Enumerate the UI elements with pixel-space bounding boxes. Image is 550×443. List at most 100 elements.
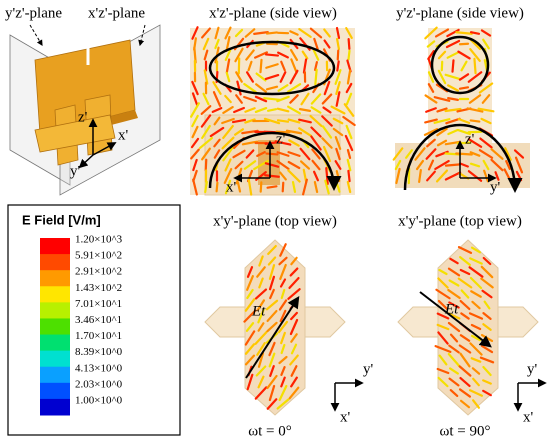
- field-arrow: [457, 129, 471, 135]
- field-arrow: [483, 300, 491, 310]
- field-arrow: [201, 27, 211, 39]
- field-arrow: [458, 73, 470, 81]
- field-arrow: [190, 102, 200, 118]
- field-arrow: [279, 71, 287, 83]
- field-arrow: [445, 117, 461, 125]
- field-arrow: [335, 91, 341, 107]
- field-arrow: [448, 344, 460, 354]
- field-arrow: [460, 289, 470, 299]
- field-arrow: [334, 69, 342, 85]
- field-arrow: [280, 60, 286, 72]
- field-arrow: [276, 119, 290, 123]
- field-arrow: [469, 257, 483, 265]
- field-arrow: [244, 330, 256, 346]
- field-arrow: [191, 125, 199, 139]
- field-arrow: [313, 37, 319, 51]
- field-arrow: [222, 124, 234, 140]
- field-arrow: [447, 84, 459, 92]
- field-arrow: [336, 60, 340, 72]
- field-arrow: [479, 137, 493, 149]
- field-arrow: [290, 343, 298, 355]
- plane-label: x'z'-plane: [88, 5, 145, 21]
- field-arrow: [192, 158, 198, 172]
- field-arrow: [247, 60, 253, 72]
- legend: E Field [V/m] 1.20×10^3 5.91×10^2 2.91×10^…: [7, 204, 181, 436]
- field-arrow: [257, 375, 265, 389]
- field-arrow: [287, 118, 301, 124]
- field-arrow: [482, 379, 492, 385]
- legend-label: 1.43×10^2: [75, 282, 122, 294]
- axis-label: y': [363, 361, 374, 377]
- field-arrow: [473, 57, 477, 75]
- field-arrow: [244, 28, 256, 38]
- field-arrow: [287, 151, 301, 157]
- field-arrow: [245, 149, 255, 159]
- field-arrow: [244, 354, 256, 366]
- field-arrow: [301, 50, 309, 60]
- field-arrow: [214, 26, 220, 40]
- field-arrow: [330, 105, 346, 115]
- field-arrow: [299, 147, 311, 161]
- field-arrow: [234, 47, 244, 63]
- field-arrow: [469, 162, 481, 168]
- field-arrow: [423, 128, 439, 136]
- field-arrow: [222, 146, 234, 162]
- legend-label: 5.91×10^2: [75, 250, 122, 262]
- field-arrow: [309, 27, 323, 39]
- field-arrow: [458, 42, 470, 46]
- field-arrow: [235, 71, 243, 83]
- field-arrow: [447, 288, 461, 300]
- field-arrow: [276, 95, 290, 103]
- axis-label: x': [226, 179, 237, 195]
- field-arrow: [280, 331, 286, 345]
- field-arrow: [323, 80, 331, 96]
- field-arrow: [457, 277, 473, 289]
- field-arrow: [257, 322, 265, 332]
- legend-swatch: [40, 382, 70, 400]
- field-arrow: [332, 127, 344, 137]
- field-arrow: [436, 367, 450, 375]
- legend-swatch: [40, 334, 70, 352]
- field-arrow: [203, 49, 209, 61]
- field-arrow: [202, 92, 210, 106]
- field-arrow: [279, 171, 287, 181]
- field-arrow: [334, 136, 342, 150]
- field-arrow: [444, 73, 462, 81]
- field-arrow: [278, 256, 288, 266]
- field-arrow: [287, 105, 301, 115]
- field-arrow: [241, 140, 259, 146]
- circulation: [208, 35, 523, 379]
- field-arrow: [466, 107, 484, 113]
- field-arrow: [236, 181, 242, 193]
- field-arrow: [447, 267, 461, 277]
- field-arrow: [332, 117, 344, 125]
- legend-swatch: [40, 238, 70, 255]
- field-arrow: [468, 389, 484, 397]
- field-arrow: [255, 83, 267, 93]
- field-arrow: [504, 147, 512, 161]
- field-arrow: [469, 276, 483, 290]
- field-arrow: [455, 152, 473, 156]
- field-arrow: [224, 26, 232, 40]
- field-arrow: [285, 129, 303, 135]
- field-arrow: [209, 126, 225, 138]
- field-arrow: [298, 127, 312, 137]
- field-arrow: [472, 399, 480, 409]
- field-arrow: [299, 160, 311, 170]
- field-arrow: [200, 114, 212, 128]
- field-arrow: [277, 84, 289, 92]
- field-arrow: [231, 118, 247, 124]
- legend-title: E Field [V/m]: [22, 212, 101, 227]
- field-arrow: [321, 93, 333, 105]
- field-arrow: [298, 108, 312, 112]
- field-arrow: [246, 373, 254, 391]
- field-arrow: [459, 376, 471, 388]
- field-arrow: [257, 308, 265, 324]
- field-arrow: [211, 107, 223, 113]
- field-arrow: [480, 29, 492, 37]
- field-arrow: [514, 156, 524, 174]
- field-arrow: [448, 279, 460, 287]
- field-arrow: [192, 178, 198, 196]
- legend-swatch: [40, 350, 70, 368]
